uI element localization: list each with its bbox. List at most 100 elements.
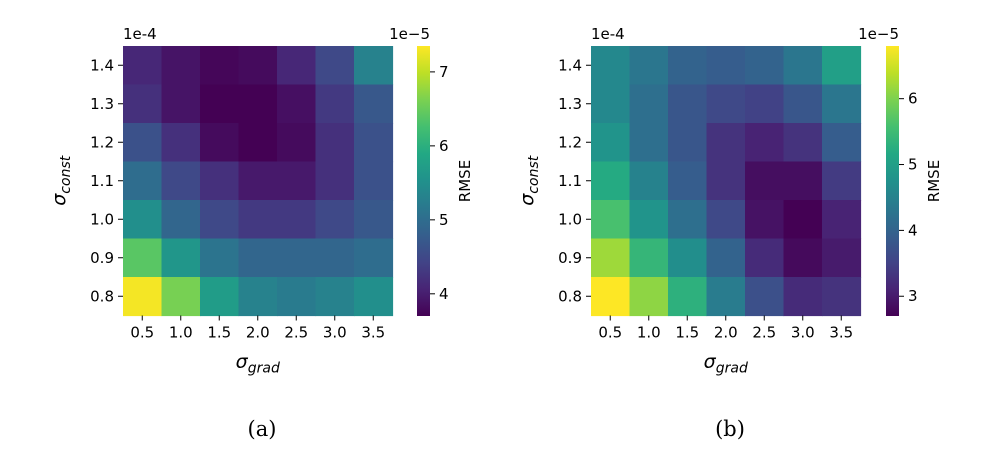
y-tick-label: 1.3 [90,95,114,113]
heatmap-cell [745,161,785,201]
heatmap-cell [668,277,708,317]
heatmap-cell [629,46,669,86]
heatmap-cell [591,277,631,317]
heatmap-cell [668,46,708,86]
heatmap-cell [200,277,240,317]
y-tick-label: 1.0 [90,210,114,228]
heatmap-cell [745,238,785,278]
heatmap-cell [745,277,785,317]
heatmap-cell [161,161,201,201]
heatmap-cell [668,200,708,240]
heatmap-cell [591,123,631,163]
heatmap-cell [668,238,708,278]
x-axis-label: σgrad [704,351,748,377]
heatmap-cell [354,161,394,201]
x-tick-label: 2.5 [284,324,308,342]
heatmap-cell [123,200,163,240]
colorbar-exponent-label: 1e−5 [858,25,899,43]
heatmap-cell [200,123,240,163]
heatmap-cell [200,161,240,201]
heatmap-cell [200,238,240,278]
heatmap-cell [629,238,669,278]
colorbar-tick-label: 6 [439,137,449,155]
heatmap-cell [238,84,278,124]
heatmap-cell [629,84,669,124]
y-tick-label: 1.0 [558,210,582,228]
colorbar-tick-label: 5 [439,211,449,229]
colorbar-exponent-label: 1e−5 [389,25,430,43]
y-tick-label: 1.4 [90,56,114,74]
x-tick-label: 2.5 [752,324,776,342]
heatmap-cell [783,84,823,124]
x-tick-label: 1.0 [169,324,193,342]
heatmap-cell [161,84,201,124]
heatmap-cell [783,200,823,240]
y-axis-label-subscript: const [526,155,542,193]
heatmap-cell [238,200,278,240]
heatmap-cell [706,46,746,86]
heatmap-cell [200,46,240,86]
heatmap-cell [629,123,669,163]
x-tick-label: 0.5 [598,324,622,342]
heatmap-cell [354,84,394,124]
heatmap-cell [277,238,317,278]
heatmap-cell [238,161,278,201]
heatmap-cell [277,123,317,163]
heatmap-cell [706,123,746,163]
heatmap-cell [277,84,317,124]
colorbar-label: RMSE [456,160,474,202]
panel-caption: (b) [715,417,745,441]
x-axis-label-subscript: grad [248,361,280,377]
heatmap-cell [629,161,669,201]
heatmap-cell [354,123,394,163]
y-tick-label: 0.8 [90,287,114,305]
heatmap-cell [783,277,823,317]
heatmap-cell [238,277,278,317]
heatmap-cell [161,277,201,317]
heatmap-cell [238,123,278,163]
heatmap-cell [277,46,317,86]
heatmap-cell [315,161,355,201]
heatmap-cell [200,200,240,240]
colorbar-label: RMSE [925,160,943,202]
y-tick-label: 1.1 [558,172,582,190]
heatmap-cell [161,123,201,163]
colorbar [886,46,899,316]
heatmap-cell [591,200,631,240]
heatmap-cell [822,46,862,86]
heatmap-cell [123,277,163,317]
heatmap-cell [354,238,394,278]
heatmap-cell [706,200,746,240]
x-axis-label-subscript: grad [716,361,748,377]
heatmap-cell [822,123,862,163]
x-axis-label-base: σ [236,351,249,373]
y-axis-label-base: σ [48,193,70,206]
panel-caption: (a) [248,417,277,441]
heatmap-cell [783,238,823,278]
heatmap-cell [591,46,631,86]
heatmap-cell [238,238,278,278]
heatmap-cell [668,84,708,124]
x-tick-label: 3.0 [323,324,347,342]
heatmap-cell [591,238,631,278]
heatmap-cell [668,123,708,163]
heatmap-cell [161,238,201,278]
x-axis-label-base: σ [704,351,717,373]
y-axis-label: σconst [516,155,542,205]
y-tick-label: 0.9 [90,249,114,267]
heatmap-cell [238,46,278,86]
heatmap-cell [123,123,163,163]
heatmap-cell [277,200,317,240]
heatmap-cell [745,123,785,163]
heatmap-cell [783,161,823,201]
axis-exponent-label: 1e-4 [591,25,625,43]
heatmap-cell [161,46,201,86]
heatmap-cell [706,84,746,124]
heatmap-cell [277,277,317,317]
heatmap-cell [315,277,355,317]
x-tick-label: 1.5 [207,324,231,342]
heatmap-cell [745,84,785,124]
heatmap-cell [315,238,355,278]
colorbar-tick-label: 4 [439,285,449,303]
